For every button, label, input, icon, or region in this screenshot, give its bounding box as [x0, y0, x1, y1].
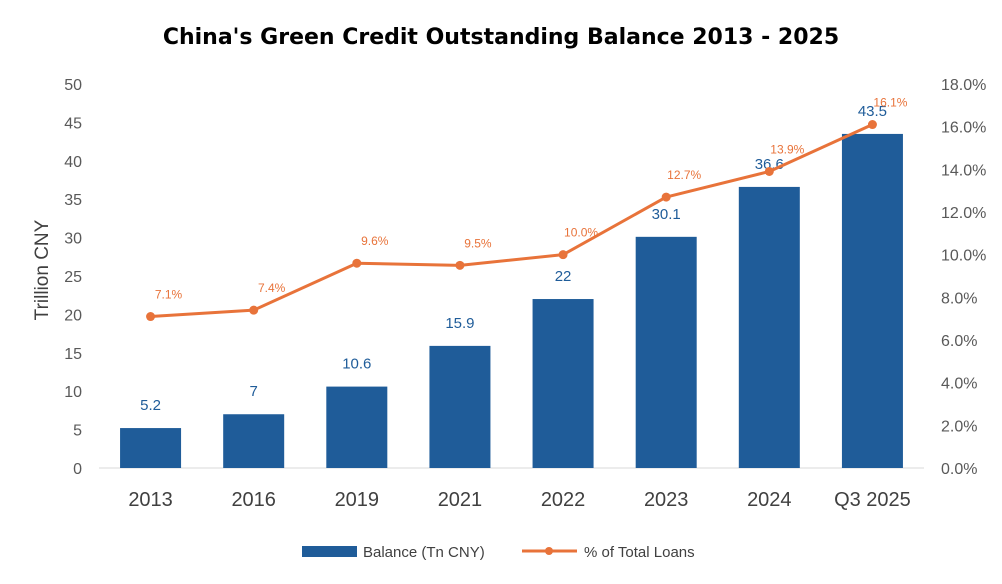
bar: [532, 299, 594, 468]
line-value-label: 7.1%: [155, 288, 183, 302]
bar-value-label: 7: [250, 383, 258, 400]
x-tick-label: 2013: [128, 489, 173, 511]
bar: [223, 414, 285, 468]
line-marker: [867, 120, 877, 130]
bar: [738, 186, 800, 469]
line-value-label: 9.6%: [361, 234, 389, 248]
left-axis-ticks: 0 5 10 15 20 25 30 35 40 45 50: [64, 77, 82, 478]
right-tick-label: 10.0%: [941, 248, 986, 265]
right-tick-label: 18.0%: [941, 77, 986, 94]
right-tick-label: 16.0%: [941, 120, 986, 137]
bar: [841, 133, 903, 469]
bar: [429, 345, 491, 468]
chart-title: China's Green Credit Outstanding Balance…: [163, 25, 839, 50]
line-value-label: 12.7%: [667, 168, 701, 182]
line-marker: [249, 305, 259, 315]
legend: Balance (Tn CNY) % of Total Loans: [302, 544, 695, 561]
bar-value-label: 43.5: [858, 103, 887, 120]
bar: [120, 428, 182, 468]
left-tick-label: 0: [73, 461, 82, 478]
y-axis-label: Trillion CNY: [32, 219, 53, 320]
line-value-label: 7.4%: [258, 281, 286, 295]
left-tick-label: 5: [73, 423, 82, 440]
right-tick-label: 8.0%: [941, 290, 977, 307]
line-path: [150, 123, 874, 319]
legend-bar-swatch: [302, 546, 357, 557]
left-tick-label: 10: [64, 384, 82, 401]
left-tick-label: 15: [64, 346, 82, 363]
x-tick-label: 2022: [541, 489, 586, 511]
x-tick-label: Q3 2025: [834, 489, 911, 511]
line-marker: [764, 166, 774, 176]
legend-line-marker: [545, 547, 553, 555]
right-tick-label: 2.0%: [941, 418, 977, 435]
line-marker: [146, 312, 156, 322]
line-value-label: 10.0%: [564, 226, 598, 240]
left-tick-label: 25: [64, 269, 82, 286]
bar: [635, 236, 697, 468]
right-axis-ticks: 0.0% 2.0% 4.0% 6.0% 8.0% 10.0% 12.0% 14.0% 16.0%…: [941, 77, 986, 478]
line-value-label: 16.1%: [873, 96, 907, 110]
left-tick-label: 35: [64, 192, 82, 209]
line-marker: [558, 250, 568, 260]
right-tick-label: 0.0%: [941, 461, 977, 478]
right-tick-label: 4.0%: [941, 376, 977, 393]
x-tick-label: 2021: [438, 489, 483, 511]
bar-value-label: 22: [555, 268, 572, 285]
bar-value-label: 15.9: [445, 315, 474, 332]
line-series: 7.1% 7.4% 9.6% 9.5% 10.0% 12.7% 13.9% 16.1%: [146, 96, 908, 322]
bar-value-label: 5.2: [140, 397, 161, 414]
legend-bar-label: Balance (Tn CNY): [363, 544, 485, 561]
left-tick-label: 30: [64, 231, 82, 248]
bar-value-label: 10.6: [342, 356, 371, 373]
line-marker: [455, 260, 465, 270]
legend-line-label: % of Total Loans: [584, 544, 695, 561]
line-marker: [352, 258, 362, 268]
x-tick-label: 2016: [231, 489, 276, 511]
right-tick-label: 12.0%: [941, 205, 986, 222]
bar: [326, 386, 388, 468]
x-tick-label: 2023: [644, 489, 689, 511]
left-tick-label: 40: [64, 154, 82, 171]
right-tick-label: 14.0%: [941, 162, 986, 179]
x-axis-ticks: 2013 2016 2019 2021 2022 2023 2024 Q3 2025: [128, 489, 910, 511]
line-marker: [661, 192, 671, 202]
left-tick-label: 50: [64, 77, 82, 94]
x-tick-label: 2024: [747, 489, 792, 511]
x-tick-label: 2019: [335, 489, 380, 511]
left-tick-label: 20: [64, 307, 82, 324]
left-tick-label: 45: [64, 115, 82, 132]
line-value-label: 9.5%: [464, 236, 492, 250]
right-tick-label: 6.0%: [941, 333, 977, 350]
line-value-label: 13.9%: [770, 142, 804, 156]
bar-value-label: 30.1: [652, 206, 681, 223]
